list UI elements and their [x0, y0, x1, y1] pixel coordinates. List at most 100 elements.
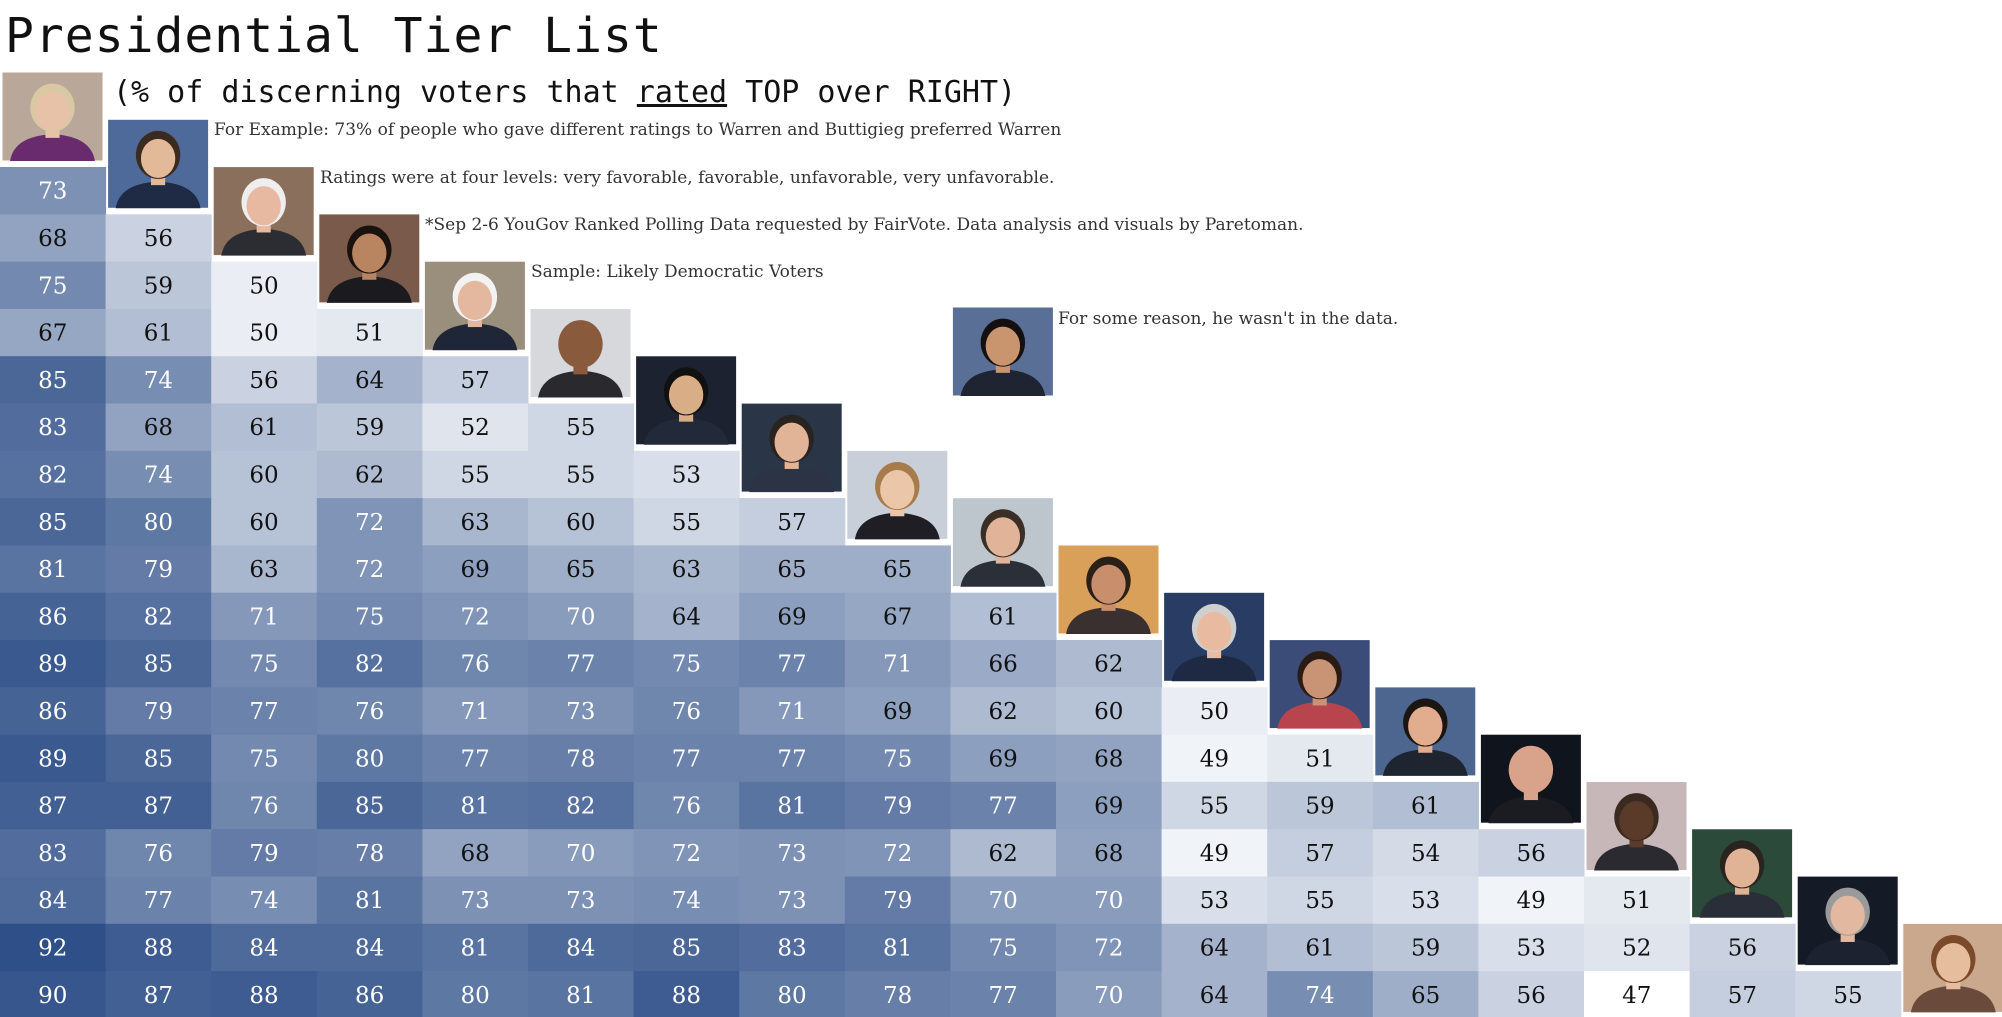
heatmap-cell — [528, 876, 635, 925]
note-missing: For some reason, he wasn't in the data. — [1058, 309, 1399, 329]
heatmap-cell — [422, 545, 529, 594]
heatmap-value-label: 73 — [777, 841, 806, 867]
heatmap-cell — [739, 640, 846, 688]
heatmap-cell — [844, 876, 951, 925]
heatmap-cell — [844, 734, 951, 783]
portrait-ryan-icon — [1374, 686, 1477, 777]
portrait-bennet-icon — [951, 497, 1054, 588]
heatmap-cell — [1267, 923, 1374, 972]
subtitle-underlined: rated — [636, 75, 728, 110]
heatmap-cell — [211, 640, 318, 688]
heatmap-value-label: 57 — [1728, 983, 1757, 1009]
heatmap-cell — [528, 498, 635, 546]
heatmap-value-label: 82 — [38, 462, 67, 488]
heatmap-value-label: 53 — [1517, 935, 1546, 961]
heatmap-cell — [422, 829, 529, 877]
portrait-gabbard-icon — [1268, 639, 1371, 730]
heatmap-value-label: 65 — [566, 557, 595, 583]
heatmap-value-label: 81 — [38, 557, 67, 583]
heatmap-cell — [316, 640, 423, 688]
heatmap-value-label: 56 — [1517, 841, 1546, 867]
portrait-biden-icon — [423, 260, 526, 351]
heatmap-cell — [844, 687, 951, 736]
heatmap-cell — [950, 734, 1057, 783]
heatmap-cell — [528, 592, 635, 641]
heatmap-cell — [1056, 923, 1163, 972]
heatmap-value-label: 77 — [566, 652, 595, 678]
heatmap-cell — [844, 592, 951, 641]
heatmap-value-label: 55 — [1833, 983, 1862, 1009]
heatmap-cell — [739, 876, 846, 925]
heatmap-cell — [105, 450, 212, 499]
heatmap-cell — [950, 829, 1057, 877]
heatmap-cell — [105, 923, 212, 972]
portrait-sestak-icon — [1691, 828, 1794, 919]
heatmap-cell — [316, 781, 423, 830]
heatmap-cell — [739, 734, 846, 783]
heatmap-value-label: 60 — [249, 510, 278, 536]
heatmap-cell — [211, 450, 318, 499]
portrait-orourke-icon — [740, 402, 843, 493]
heatmap-value-label: 61 — [249, 415, 278, 441]
heatmap-value-label: 70 — [566, 604, 595, 630]
heatmap-value-label: 53 — [1200, 888, 1229, 914]
heatmap-value-label: 80 — [777, 983, 806, 1009]
heatmap-cell — [316, 592, 423, 641]
heatmap-value-label: 76 — [249, 794, 278, 820]
heatmap-value-label: 88 — [144, 935, 173, 961]
heatmap-cell — [105, 308, 212, 357]
heatmap-value-label: 78 — [883, 983, 912, 1009]
heatmap-value-label: 81 — [461, 935, 490, 961]
heatmap-cell — [1478, 923, 1585, 972]
heatmap-cell — [211, 876, 318, 925]
heatmap-value-label: 59 — [355, 415, 384, 441]
heatmap-cells: 73 68 56 75 59 50 67 61 50 51 85 74 56 64 57 83 68 61 59 52… — [0, 167, 1902, 1017]
heatmap-cell — [316, 734, 423, 783]
heatmap-cell — [528, 687, 635, 736]
heatmap-cell — [422, 923, 529, 972]
heatmap-value-label: 89 — [38, 652, 67, 678]
heatmap-cell — [1161, 781, 1268, 830]
heatmap-cell — [211, 923, 318, 972]
heatmap-value-label: 62 — [1094, 652, 1123, 678]
heatmap-value-label: 70 — [1094, 983, 1123, 1009]
heatmap-cell — [528, 734, 635, 783]
heatmap-value-label: 79 — [144, 557, 173, 583]
heatmap-cell — [211, 971, 318, 1017]
heatmap-cell — [316, 498, 423, 546]
heatmap-value-label: 57 — [777, 510, 806, 536]
heatmap-value-label: 68 — [1094, 841, 1123, 867]
heatmap-value-label: 81 — [777, 794, 806, 820]
heatmap-value-label: 55 — [461, 462, 490, 488]
heatmap-value-label: 69 — [883, 699, 912, 725]
heatmap-value-label: 59 — [144, 273, 173, 299]
heatmap-cell — [1372, 829, 1479, 877]
heatmap-cell — [1584, 876, 1691, 925]
heatmap-cell — [739, 592, 846, 641]
heatmap-value-label: 56 — [1517, 983, 1546, 1009]
heatmap-value-label: 77 — [989, 983, 1018, 1009]
heatmap-cell — [633, 498, 740, 546]
heatmap-value-label: 57 — [1305, 841, 1334, 867]
heatmap-value-label: 78 — [355, 841, 384, 867]
heatmap-value-label: 76 — [355, 699, 384, 725]
heatmap-cell — [211, 498, 318, 546]
heatmap-cell — [633, 971, 740, 1017]
heatmap-value-label: 63 — [461, 510, 490, 536]
heatmap-cell — [0, 450, 107, 499]
heatmap-cell — [422, 687, 529, 736]
heatmap-cell — [1584, 923, 1691, 972]
heatmap-value-label: 83 — [777, 935, 806, 961]
heatmap-cell — [528, 971, 635, 1017]
heatmap-cell — [633, 876, 740, 925]
heatmap-value-label: 61 — [1411, 794, 1440, 820]
heatmap-value-label: 73 — [777, 888, 806, 914]
note-source: *Sep 2-6 YouGov Ranked Polling Data requ… — [425, 215, 1304, 235]
portrait-booker-icon — [529, 308, 632, 398]
portrait-williamson-icon — [1902, 922, 2002, 1013]
heatmap-value-label: 69 — [989, 746, 1018, 772]
portrait-klobuchar-icon — [846, 449, 949, 540]
heatmap-cell — [422, 403, 529, 452]
heatmap-cell — [1478, 829, 1585, 877]
heatmap-cell — [0, 640, 107, 688]
